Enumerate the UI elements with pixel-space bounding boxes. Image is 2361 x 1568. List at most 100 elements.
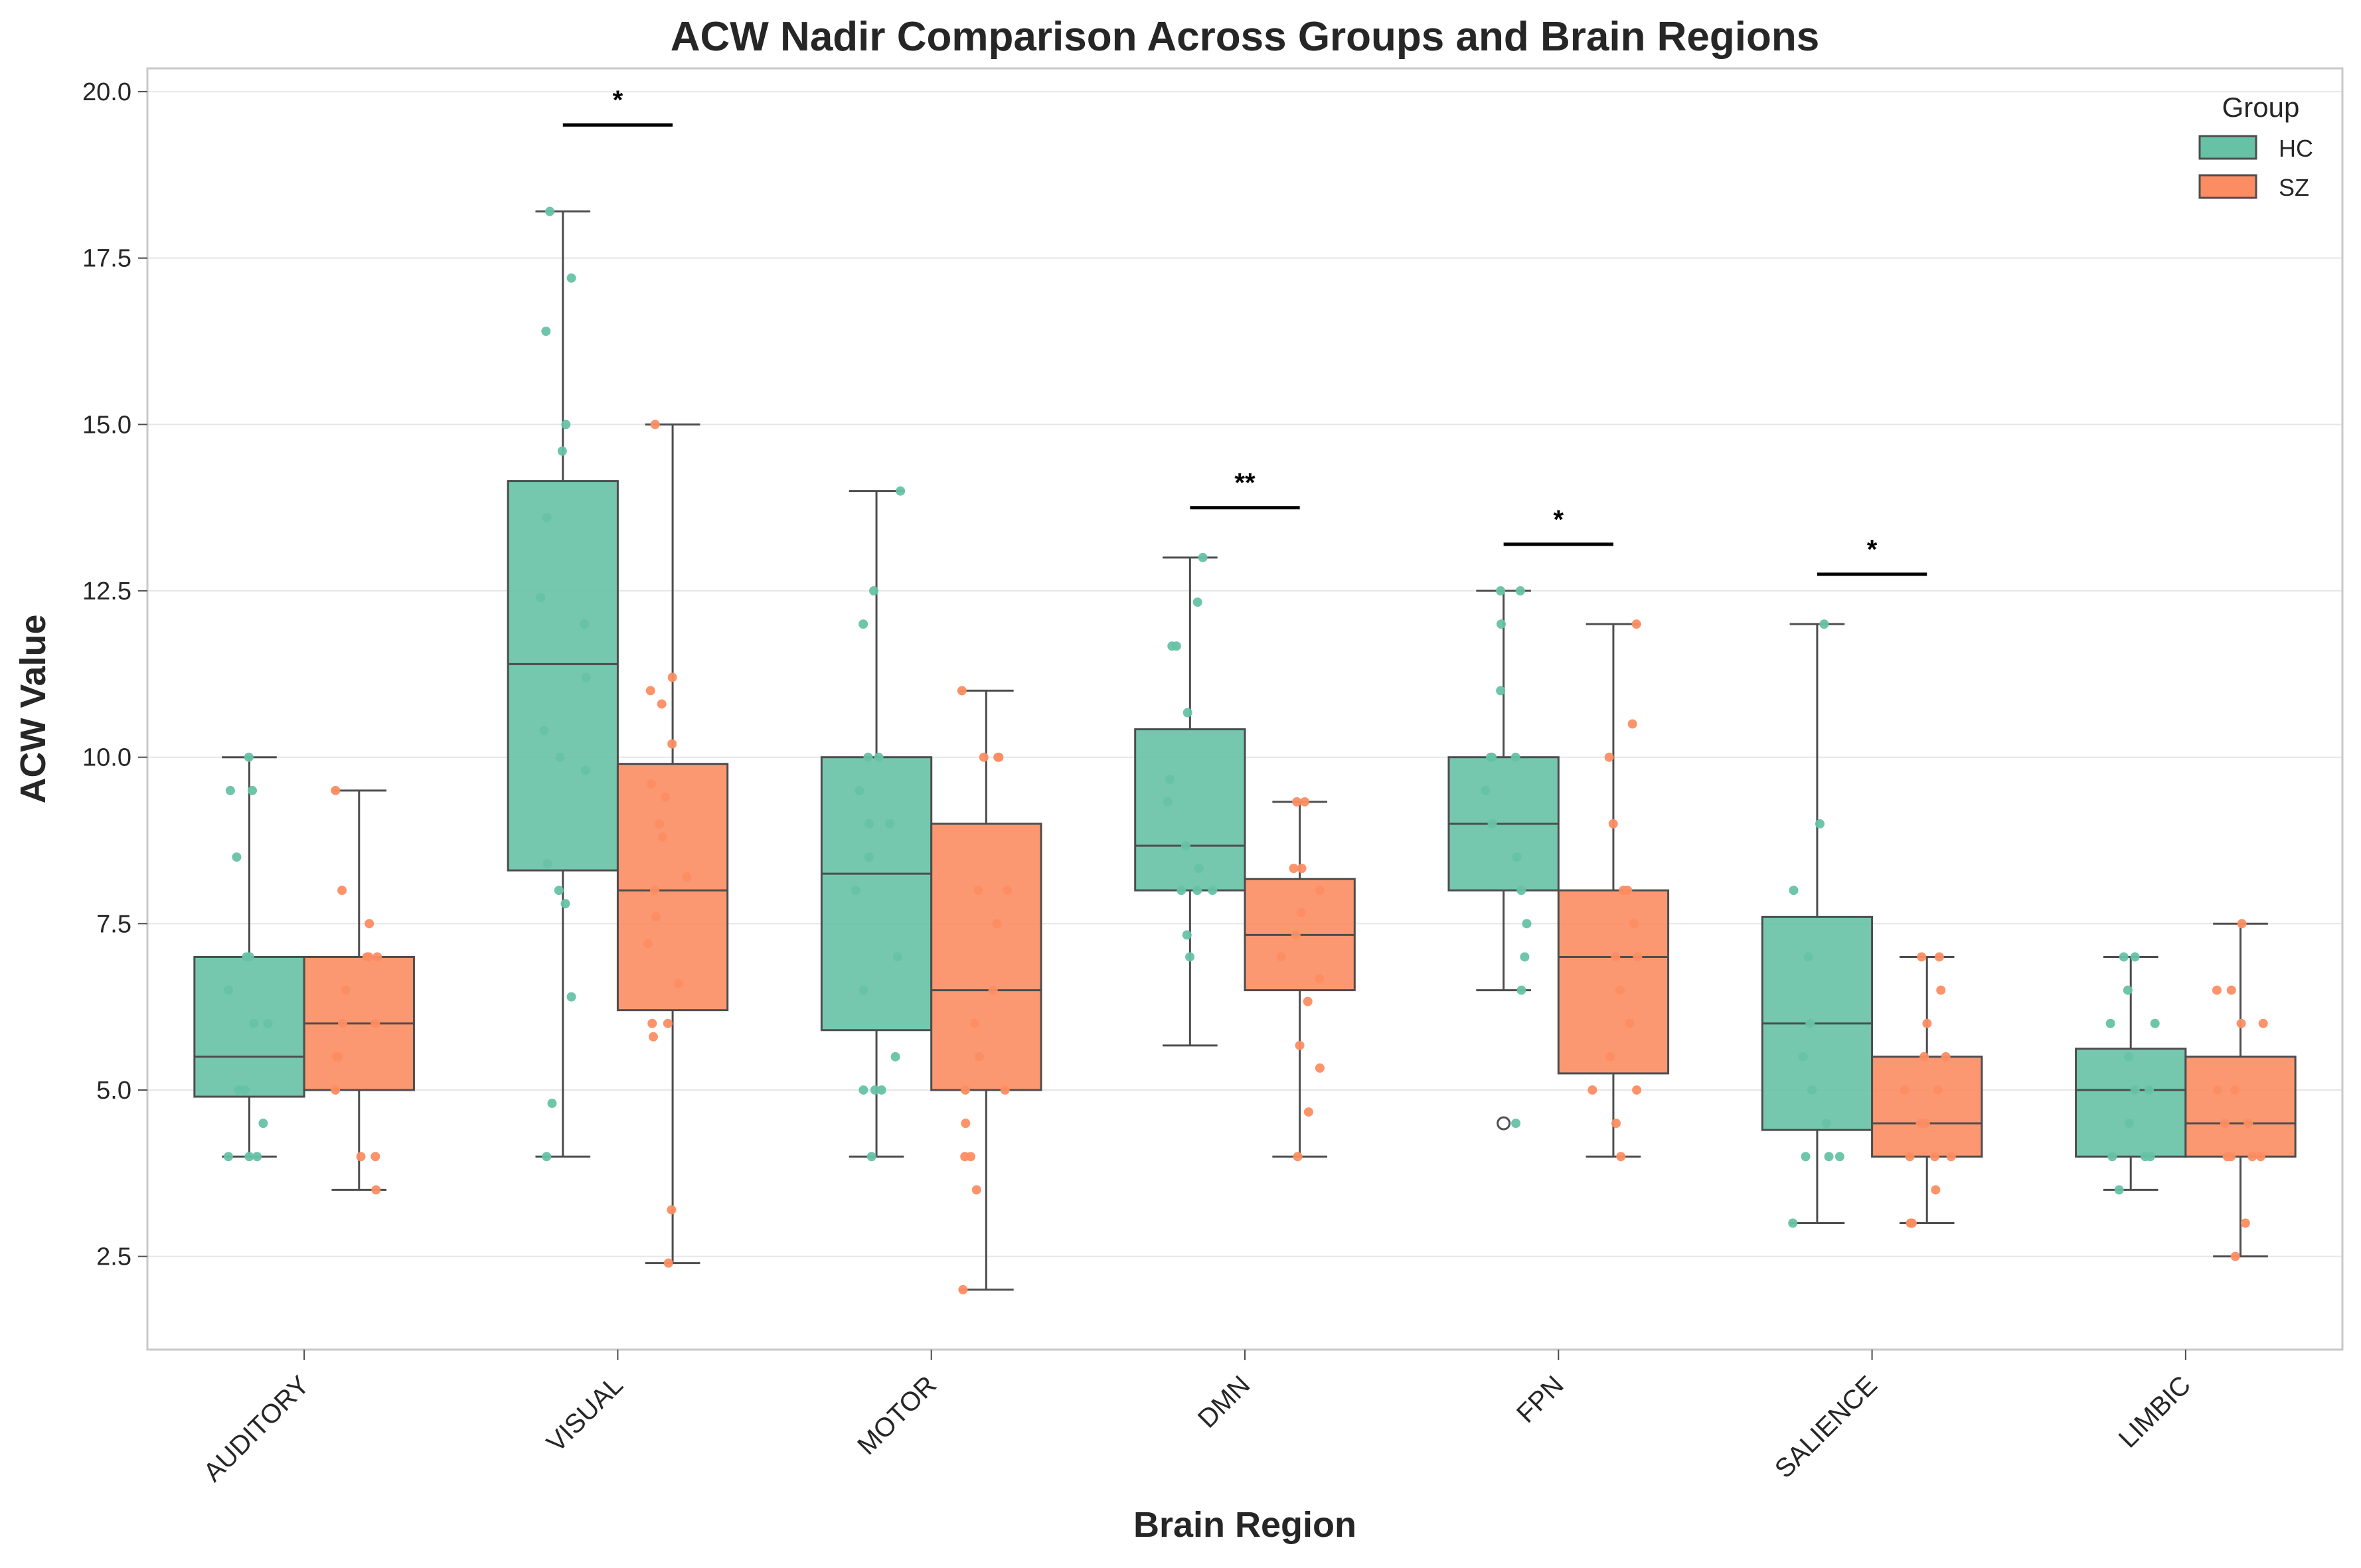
strip-point-hc xyxy=(1194,864,1204,874)
strip-point-sz xyxy=(966,1152,976,1162)
strip-point-sz xyxy=(1289,864,1299,874)
strip-point-sz xyxy=(365,919,374,929)
strip-point-hc xyxy=(890,1052,900,1061)
strip-point-hc xyxy=(1496,686,1506,696)
strip-point-sz xyxy=(992,919,1002,929)
box-sz-limbic xyxy=(2184,922,2297,1258)
strip-point-hc xyxy=(224,985,234,995)
strip-point-hc xyxy=(1511,1119,1521,1129)
strip-point-hc xyxy=(2144,1085,2154,1095)
strip-point-hc xyxy=(896,486,906,496)
y-tick-label: 20.0 xyxy=(82,78,131,106)
strip-point-hc xyxy=(1807,1085,1817,1095)
strip-point-hc xyxy=(1487,819,1497,828)
strip-point-sz xyxy=(362,952,372,962)
legend: Group HC SZ xyxy=(2198,92,2313,201)
strip-point-hc xyxy=(885,819,895,828)
strip-point-sz xyxy=(2230,1251,2240,1261)
strip-point-sz xyxy=(957,686,967,696)
strip-point-sz xyxy=(1946,1152,1956,1162)
strip-point-hc xyxy=(2107,1152,2117,1162)
strip-point-sz xyxy=(1611,1119,1621,1129)
strip-point-sz xyxy=(1900,1085,1910,1095)
strip-point-hc xyxy=(1486,752,1496,762)
strip-point-hc xyxy=(244,952,254,962)
strip-point-hc xyxy=(858,985,868,995)
strip-point-hc xyxy=(1516,886,1526,896)
y-tick-label: 17.5 xyxy=(82,245,131,273)
strip-point-sz xyxy=(331,1085,341,1095)
strip-point-sz xyxy=(1917,952,1927,962)
legend-swatch-sz xyxy=(2198,174,2257,199)
strip-point-sz xyxy=(961,1119,971,1129)
strip-point-hc xyxy=(547,1099,557,1109)
strip-point-sz xyxy=(1315,974,1325,984)
strip-point-hc xyxy=(863,752,873,762)
strip-point-hc xyxy=(539,726,549,736)
strip-point-sz xyxy=(1293,1152,1303,1162)
significance-label: * xyxy=(1553,505,1564,534)
strip-point-hc xyxy=(1788,1218,1798,1228)
strip-point-sz xyxy=(2236,1018,2246,1028)
strip-point-hc xyxy=(2124,1119,2134,1129)
strip-point-sz xyxy=(1920,1119,1930,1129)
strip-point-hc xyxy=(1789,886,1799,896)
strip-point-hc xyxy=(1171,641,1181,651)
strip-point-hc xyxy=(864,852,874,862)
strip-point-hc xyxy=(1515,586,1525,596)
strip-point-sz xyxy=(1605,1052,1615,1061)
strip-point-hc xyxy=(2123,1052,2133,1061)
strip-point-sz xyxy=(2226,1152,2236,1162)
strip-point-hc xyxy=(1180,841,1190,851)
box-iqr xyxy=(1134,728,1246,892)
strip-point-sz xyxy=(1604,752,1614,762)
strip-point-hc xyxy=(1182,930,1192,940)
strip-point-hc xyxy=(1182,708,1192,718)
box-hc-salience xyxy=(1761,623,1874,1225)
strip-point-hc xyxy=(555,752,565,762)
strip-point-sz xyxy=(2212,985,2222,995)
strip-point-sz xyxy=(370,1152,380,1162)
y-axis-ticks: 2.5 5.0 7.5 10.0 12.5 15.0 17.5 20.0 xyxy=(82,78,147,1271)
strip-point-hc xyxy=(557,446,567,456)
strip-point-hc xyxy=(1185,952,1195,962)
box-iqr xyxy=(2075,1048,2187,1158)
legend-swatch-hc xyxy=(2198,135,2257,160)
strip-point-sz xyxy=(993,752,1003,762)
strip-point-sz xyxy=(341,985,351,995)
strip-point-sz xyxy=(1629,919,1639,929)
strip-point-hc xyxy=(1821,1119,1831,1129)
strip-point-sz xyxy=(971,1185,981,1195)
strip-point-hc xyxy=(1522,919,1532,929)
strip-point-sz xyxy=(2255,1152,2265,1162)
strip-point-sz xyxy=(958,1285,968,1294)
strip-point-hc xyxy=(1496,586,1506,596)
strip-point-sz xyxy=(356,1152,366,1162)
strip-point-hc xyxy=(536,593,546,603)
strip-point-sz xyxy=(1933,1085,1943,1095)
strip-point-sz xyxy=(1615,985,1625,995)
significance-label: * xyxy=(613,86,623,115)
strip-point-hc xyxy=(2145,1152,2155,1162)
strip-point-sz xyxy=(1616,1152,1626,1162)
strip-point-hc xyxy=(1801,1152,1811,1162)
strip-point-sz xyxy=(663,1018,673,1028)
strip-point-sz xyxy=(331,785,341,795)
strip-point-sz xyxy=(1291,930,1301,940)
strip-point-sz xyxy=(988,985,998,995)
strip-point-hc xyxy=(2123,985,2133,995)
strip-point-sz xyxy=(1931,1185,1941,1195)
strip-point-hc xyxy=(876,1085,886,1095)
strip-point-sz xyxy=(2240,1218,2250,1228)
strip-point-hc xyxy=(545,206,555,216)
strip-point-hc xyxy=(554,886,564,896)
strip-point-hc xyxy=(874,752,884,762)
strip-point-hc xyxy=(1803,952,1813,962)
strip-point-hc xyxy=(234,1085,244,1095)
boxes xyxy=(193,210,2297,1291)
strip-point-hc xyxy=(855,785,864,795)
strip-point-sz xyxy=(643,939,653,949)
strip-point-hc xyxy=(1177,886,1186,896)
strip-point-hc xyxy=(542,1152,552,1162)
strip-point-sz xyxy=(1625,1018,1635,1028)
